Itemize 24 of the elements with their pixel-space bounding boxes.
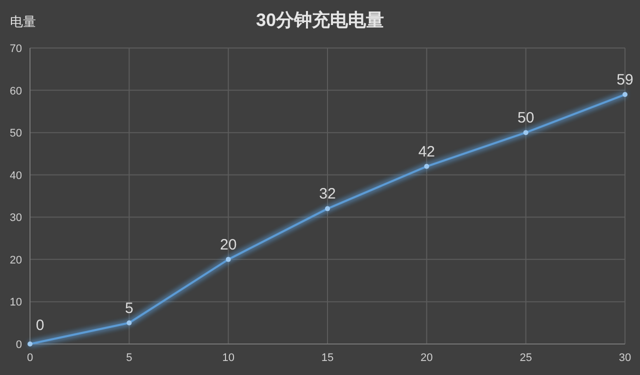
data-label: 0 bbox=[36, 317, 44, 334]
data-label: 20 bbox=[220, 236, 237, 254]
y-tick-label: 20 bbox=[10, 254, 22, 266]
data-label: 59 bbox=[616, 72, 634, 89]
y-tick-label: 0 bbox=[16, 339, 22, 351]
data-label: 50 bbox=[517, 110, 534, 127]
x-tick-label: 30 bbox=[618, 352, 632, 364]
data-label: 42 bbox=[418, 143, 436, 160]
y-axis-title: 电量 bbox=[10, 14, 36, 29]
y-tick-label: 60 bbox=[10, 85, 22, 98]
y-tick-label: 50 bbox=[10, 128, 22, 140]
x-tick-label: 25 bbox=[520, 352, 532, 364]
y-tick-label: 70 bbox=[10, 43, 22, 55]
x-tick-label: 20 bbox=[420, 352, 433, 364]
data-label: 32 bbox=[319, 186, 336, 203]
data-label: 5 bbox=[124, 300, 134, 317]
y-tick-label: 30 bbox=[10, 212, 22, 224]
x-tick-label: 0 bbox=[26, 352, 34, 364]
y-tick-label: 40 bbox=[10, 170, 22, 182]
y-tick-label: 10 bbox=[10, 296, 22, 309]
x-tick-label: 15 bbox=[321, 352, 334, 364]
chart-title: 30分钟充电电量 bbox=[256, 10, 384, 30]
x-tick-label: 5 bbox=[126, 352, 132, 364]
x-tick-label: 10 bbox=[222, 352, 234, 364]
